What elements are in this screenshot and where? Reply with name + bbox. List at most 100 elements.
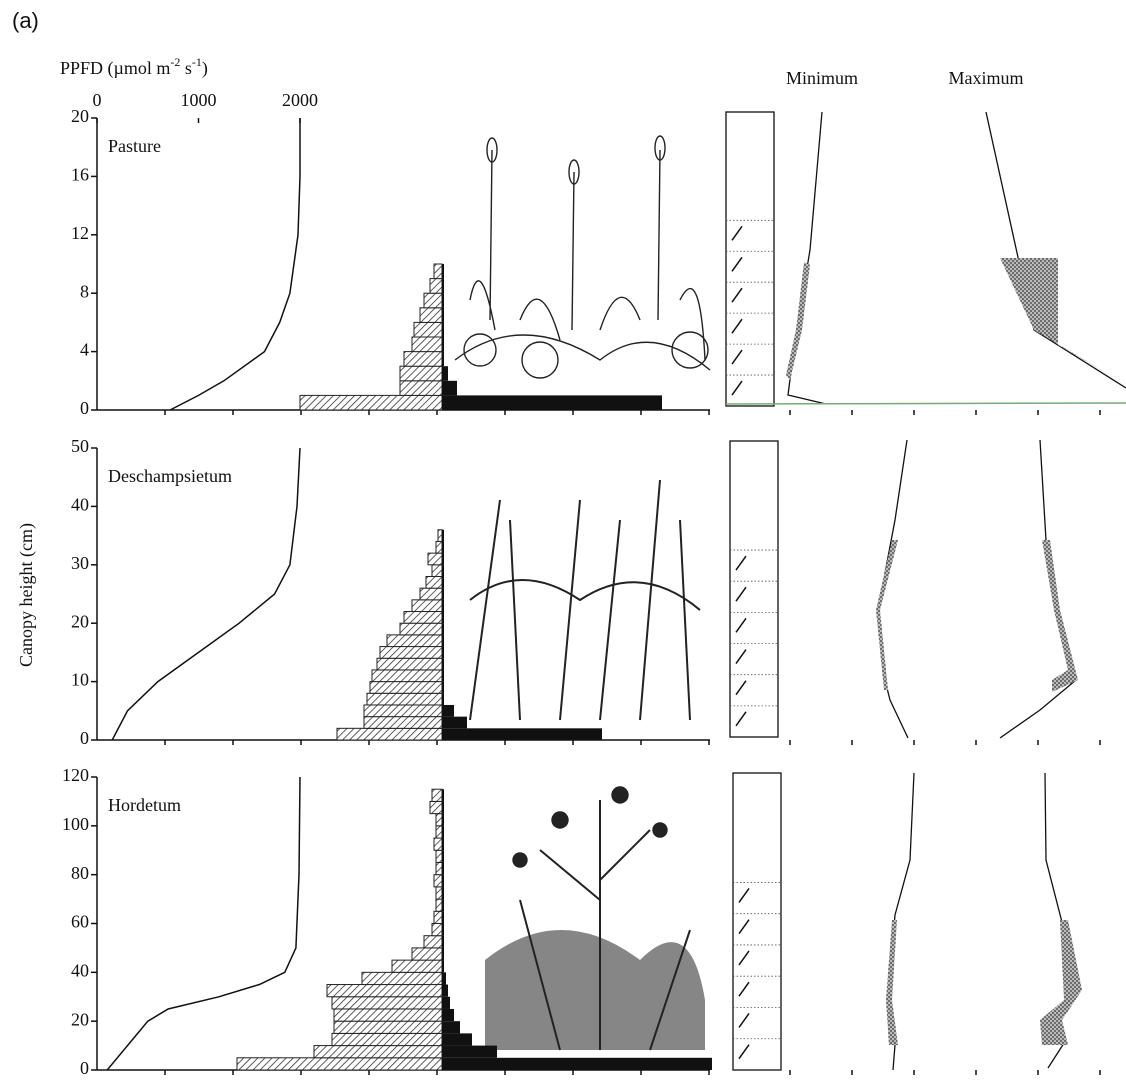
leaf-area-bar — [435, 861, 443, 876]
leaf-area-bar — [331, 996, 443, 1010]
stem-area-bar — [442, 1033, 472, 1046]
stem-area-bar — [442, 351, 444, 367]
stem-area-bar — [442, 886, 444, 900]
y-tick-label: 0 — [80, 728, 89, 748]
x-axis-label: PPFD (µmol m-2 s-1) — [60, 55, 208, 79]
leaf-area-bar — [236, 1057, 443, 1071]
leaf-angle — [731, 287, 743, 303]
x-label-part: s — [180, 58, 192, 78]
leaf-angle — [738, 887, 750, 903]
y-tick-label: 50 — [71, 436, 89, 456]
leaf-area-bar — [369, 681, 443, 694]
stem-area-bar — [442, 813, 444, 826]
y-tick-label: 80 — [71, 863, 89, 883]
y-tick-label: 0 — [80, 398, 89, 418]
stem-area-bar — [442, 789, 444, 802]
stem-area-bar — [442, 716, 467, 729]
x-label-sup: -2 — [170, 55, 180, 69]
stem-area-bar — [442, 825, 444, 839]
stem-area-bar — [442, 337, 444, 352]
stem-area-bar — [442, 599, 444, 612]
stem-area-bar — [442, 658, 444, 670]
leaf-area-bar — [411, 336, 443, 353]
ppfd-profile — [111, 447, 301, 741]
stem-area-bar — [442, 704, 454, 717]
stem-area-bar — [442, 395, 662, 410]
leaf-area-bar — [435, 825, 443, 839]
leaf-area-bar — [435, 849, 443, 863]
leaf-area-bar — [433, 874, 443, 888]
y-tick-label: 8 — [80, 281, 89, 301]
maximum-label: Maximum — [949, 68, 1024, 88]
panel-label: (a) — [12, 8, 39, 33]
stem-area-bar — [442, 576, 444, 589]
leaf-area-bar — [423, 292, 443, 309]
stem-area-bar — [442, 972, 446, 985]
y-tick-label: 20 — [71, 611, 89, 631]
leaf-area-bar — [379, 646, 443, 659]
leaf-angle — [735, 680, 747, 696]
leaf-area-bar — [431, 564, 443, 577]
stem-area-bar — [442, 307, 444, 323]
leaf-area-bar — [333, 1020, 443, 1034]
leaf-angle — [731, 225, 743, 241]
leaf-area-bar — [336, 727, 443, 741]
stem-area-bar — [442, 947, 444, 961]
panel-title: Hordetum — [108, 795, 181, 815]
leaf-area-bar — [435, 540, 443, 554]
stem-area-bar — [442, 1045, 497, 1058]
leaf-angle — [735, 617, 747, 633]
x-label-part: PPFD (µmol m — [60, 58, 170, 79]
leaf-angle — [731, 318, 743, 334]
leaf-area-bar — [435, 813, 443, 827]
stem-area-bar — [442, 529, 444, 542]
plant-illustrations — [454, 135, 711, 1051]
leaf-area-bar — [431, 923, 443, 937]
y-tick-label: 100 — [62, 814, 89, 834]
leaf-area-bar — [399, 622, 443, 636]
leaf-area-bar — [331, 1032, 443, 1047]
leaf-area-bar — [435, 886, 443, 900]
leaf-area-bar — [366, 692, 443, 706]
y-tick-label: 20 — [71, 1009, 89, 1029]
stem-area-bar — [442, 588, 444, 600]
stem-area-bar — [442, 264, 444, 279]
ppfd-profile — [169, 118, 301, 411]
stem-area-bar — [442, 380, 457, 396]
leaf-angle — [738, 950, 750, 966]
leaf-area-bar — [333, 1008, 443, 1022]
leaf-angle — [738, 1044, 750, 1060]
leaf-area-bar — [376, 657, 443, 671]
leaf-area-bar — [433, 837, 443, 851]
leaf-angle — [735, 586, 747, 602]
stem-area-bar — [442, 911, 444, 924]
y-tick-label: 40 — [71, 960, 89, 980]
stem-area-bar — [442, 564, 444, 577]
leaf-angle — [731, 349, 743, 365]
stem-area-bar — [442, 611, 444, 624]
stem-area-bar — [442, 623, 444, 635]
leaf-area-bar — [386, 634, 443, 648]
leaf-area-bar — [411, 947, 443, 961]
stem-area-bar — [442, 646, 444, 659]
stem-area-bar — [442, 1021, 460, 1034]
stem-area-bar — [442, 801, 444, 814]
leaf-area-bar — [403, 611, 443, 624]
leaf-area-bar — [419, 307, 443, 323]
stem-area-bar — [442, 899, 444, 912]
stem-area-bar — [442, 553, 444, 565]
x-tick-label: 1000 — [181, 90, 217, 110]
leaf-area-bar — [423, 935, 443, 949]
leaf-area-bar — [363, 716, 443, 729]
x-tick-label: 0 — [93, 90, 102, 110]
leaf-area-bar — [427, 552, 443, 566]
stem-area-bar — [442, 322, 444, 337]
panel-title: Pasture — [108, 136, 161, 156]
stem-area-bar — [442, 278, 444, 294]
stem-area-bar — [442, 1057, 712, 1070]
leaf-area-bar — [299, 394, 443, 411]
leaf-angle — [731, 380, 743, 396]
stem-area-bar — [442, 996, 450, 1009]
leaf-angle — [731, 256, 743, 272]
